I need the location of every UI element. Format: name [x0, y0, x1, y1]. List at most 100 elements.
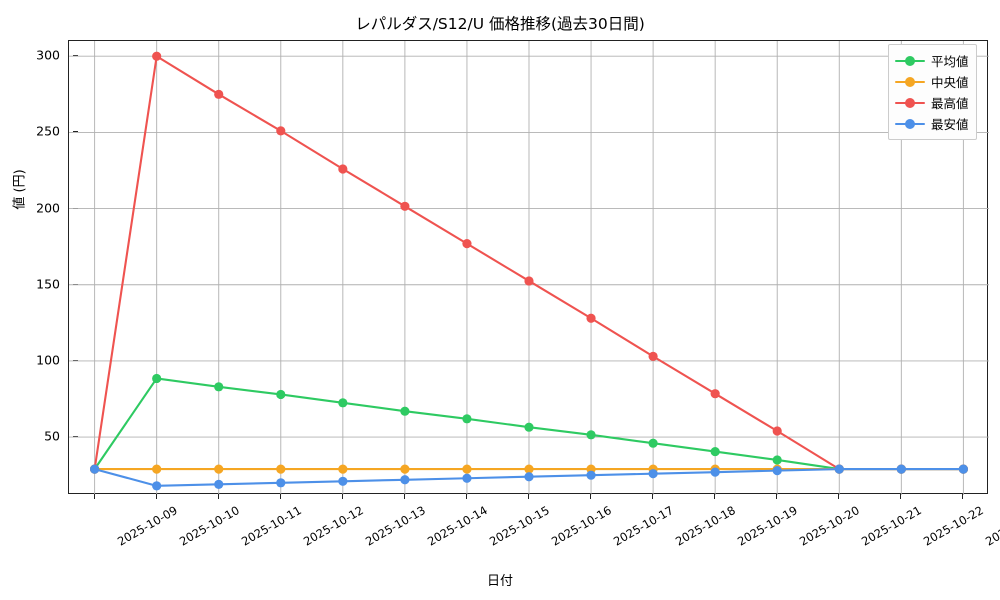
legend-swatch-icon — [895, 55, 925, 67]
data-point-marker — [276, 478, 286, 488]
legend-swatch-icon — [895, 118, 925, 130]
legend-item[interactable]: 最安値 — [895, 113, 969, 134]
legend-item[interactable]: 中央値 — [895, 71, 969, 92]
data-point-marker — [648, 438, 658, 448]
series-line — [93, 55, 965, 471]
data-point-marker — [152, 464, 162, 474]
x-axis-tick-label: 2025-10-11 — [238, 503, 304, 549]
data-point-marker — [462, 414, 472, 424]
y-axis-tick-mark — [73, 131, 78, 133]
x-axis-tick-mark — [776, 494, 778, 499]
x-axis-tick-label: 2025-10-22 — [921, 503, 987, 549]
x-axis-tick-mark — [962, 494, 964, 499]
x-axis-tick-label: 2025-10-15 — [486, 503, 552, 549]
data-point-marker — [152, 373, 162, 384]
x-axis-tick-label: 2025-10-10 — [176, 503, 242, 549]
y-axis-tick-label: 100 — [36, 352, 60, 368]
legend-item[interactable]: 平均値 — [895, 50, 969, 71]
data-point-marker — [772, 466, 782, 476]
y-axis-tick-mark — [73, 283, 78, 285]
data-point-marker — [648, 351, 658, 361]
legend-swatch-icon — [895, 76, 925, 88]
legend-label: 最安値 — [931, 117, 969, 132]
y-axis-tick-label: 150 — [36, 276, 60, 292]
x-axis-tick-mark — [403, 494, 405, 499]
data-point-marker — [524, 472, 534, 482]
data-point-marker — [338, 464, 348, 474]
x-axis-tick-label: 2025-10-18 — [673, 503, 738, 549]
x-axis-tick-mark — [652, 494, 654, 499]
legend-label: 最高値 — [931, 96, 969, 111]
data-point-marker — [462, 239, 472, 249]
data-point-marker — [648, 469, 658, 479]
data-point-marker — [152, 481, 162, 491]
y-axis-tick-mark — [73, 359, 78, 361]
x-axis-tick-mark — [93, 494, 95, 499]
data-point-marker — [338, 476, 348, 486]
legend-label: 平均値 — [931, 54, 969, 69]
y-axis-label: 値 (円) — [12, 169, 28, 210]
x-axis-tick-label: 2025-10-09 — [114, 503, 180, 549]
x-axis-tick-layer: 2025-10-09 2025-10-10 2025-10-11 2025-10-12… — [0, 494, 1000, 600]
data-point-marker — [586, 470, 596, 480]
y-axis-tick-mark — [73, 207, 78, 209]
data-point-marker — [400, 201, 410, 211]
x-axis-tick-label: 2025-10-16 — [548, 503, 614, 549]
x-axis-tick-mark — [714, 494, 716, 499]
chart-legend: 平均値中央値最高値最安値 — [888, 44, 977, 140]
data-point-marker — [214, 464, 224, 474]
data-point-marker — [524, 464, 534, 474]
data-point-marker — [338, 164, 348, 174]
data-point-marker — [462, 473, 472, 483]
x-axis-tick-mark — [528, 494, 529, 499]
x-axis-tick-label: 2025-10-23 — [983, 503, 1000, 549]
y-axis-tick-label: 200 — [36, 200, 60, 216]
data-point-marker — [524, 422, 534, 432]
data-point-marker — [90, 464, 100, 474]
data-point-marker — [896, 464, 906, 474]
y-axis-tick-layer: 50 100 150 200 250 300 — [10, 40, 78, 494]
x-axis-tick-label: 2025-10-19 — [735, 503, 800, 549]
data-point-marker — [772, 455, 782, 465]
x-axis-tick-mark — [279, 494, 281, 499]
legend-item[interactable]: 最高値 — [895, 92, 969, 113]
data-point-marker — [338, 398, 348, 408]
data-point-marker — [586, 430, 596, 440]
x-axis-tick-label: 2025-10-14 — [424, 503, 490, 549]
x-axis-tick-label: 2025-10-17 — [611, 503, 676, 549]
data-point-marker — [276, 464, 286, 474]
data-point-marker — [400, 406, 410, 416]
data-point-marker — [524, 276, 534, 286]
data-point-marker — [586, 313, 596, 323]
x-axis-tick-label: 2025-10-13 — [362, 503, 428, 549]
data-point-marker — [710, 467, 720, 477]
x-axis-tick-mark — [590, 494, 592, 499]
x-axis-tick-mark — [900, 494, 902, 499]
data-point-marker — [276, 389, 286, 400]
chart-title: レパルダス/S12/U 価格推移(過去30日間) — [355, 15, 645, 33]
data-point-marker — [152, 51, 162, 61]
y-axis-tick-label: 50 — [44, 428, 60, 444]
x-axis-tick-label: 2025-10-20 — [797, 503, 863, 549]
x-axis-tick-mark — [217, 494, 219, 499]
data-point-marker — [214, 89, 224, 99]
data-point-marker — [462, 464, 472, 474]
legend-swatch-icon — [895, 97, 925, 109]
data-point-marker — [710, 446, 720, 457]
data-point-marker — [276, 126, 286, 136]
data-point-marker — [214, 479, 224, 489]
x-axis-tick-mark — [155, 494, 157, 499]
data-point-marker — [958, 464, 968, 474]
series-lines — [90, 51, 968, 491]
y-axis-tick-label: 250 — [36, 123, 60, 139]
data-point-marker — [772, 426, 782, 436]
x-axis-tick-mark — [838, 494, 840, 499]
data-point-marker — [710, 389, 720, 399]
data-point-marker — [834, 464, 844, 474]
y-axis-tick-mark — [73, 55, 78, 57]
data-point-marker — [214, 382, 224, 392]
x-axis-label: 日付 — [486, 574, 513, 589]
y-axis-tick-label: 300 — [36, 47, 60, 63]
y-axis-tick-mark — [73, 436, 78, 438]
